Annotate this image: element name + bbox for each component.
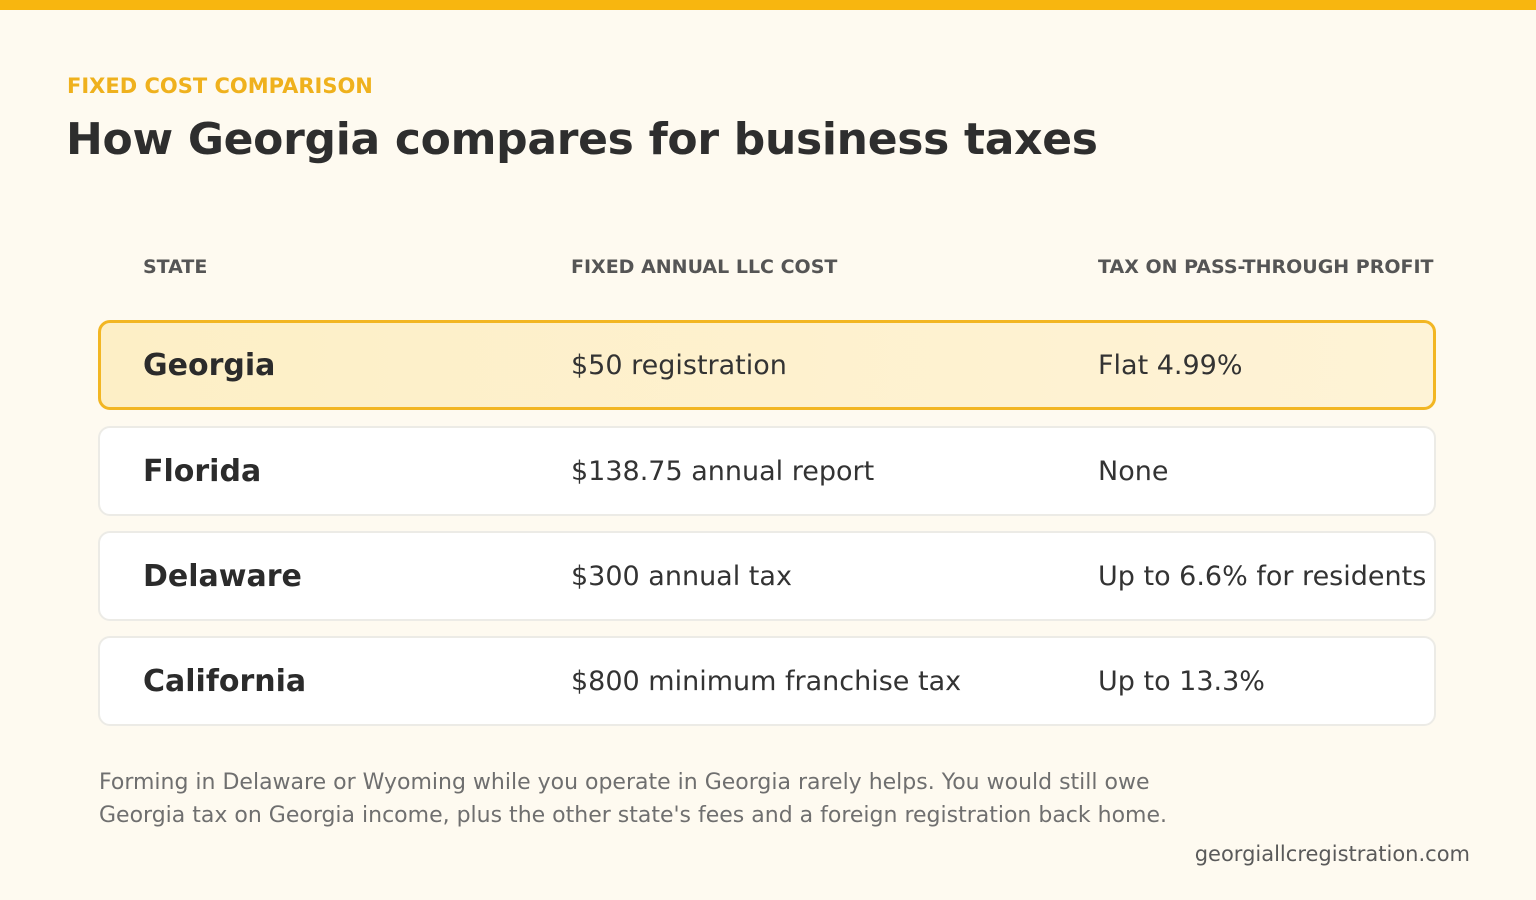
column-header-tax: TAX ON PASS-THROUGH PROFIT <box>1098 256 1434 278</box>
column-header-state: STATE <box>143 256 208 278</box>
top-accent-bar <box>0 0 1536 10</box>
page-title: How Georgia compares for business taxes <box>66 114 1098 165</box>
fixed-cost-cell: $138.75 annual report <box>571 455 875 487</box>
pass-through-tax-cell: Flat 4.99% <box>1098 349 1243 381</box>
fixed-cost-cell: $300 annual tax <box>571 560 792 592</box>
table-row-california: California $800 minimum franchise tax Up… <box>98 636 1436 726</box>
table-row-georgia: Georgia $50 registration Flat 4.99% <box>98 320 1436 410</box>
state-name-cell: Delaware <box>143 558 302 594</box>
pass-through-tax-cell: None <box>1098 455 1169 487</box>
fixed-cost-cell: $800 minimum franchise tax <box>571 665 962 697</box>
column-header-cost: FIXED ANNUAL LLC COST <box>571 256 838 278</box>
pass-through-tax-cell: Up to 6.6% for residents <box>1098 560 1427 592</box>
eyebrow-label: FIXED COST COMPARISON <box>67 74 373 98</box>
fixed-cost-cell: $50 registration <box>571 349 787 381</box>
table-row-florida: Florida $138.75 annual report None <box>98 426 1436 516</box>
state-name-cell: California <box>143 663 307 699</box>
state-name-cell: Georgia <box>143 347 276 383</box>
state-name-cell: Florida <box>143 453 262 489</box>
source-credit: georgiallcregistration.com <box>1194 842 1470 866</box>
footnote: Forming in Delaware or Wyoming while you… <box>99 770 1167 828</box>
table-row-delaware: Delaware $300 annual tax Up to 6.6% for … <box>98 531 1436 621</box>
pass-through-tax-cell: Up to 13.3% <box>1098 665 1265 697</box>
